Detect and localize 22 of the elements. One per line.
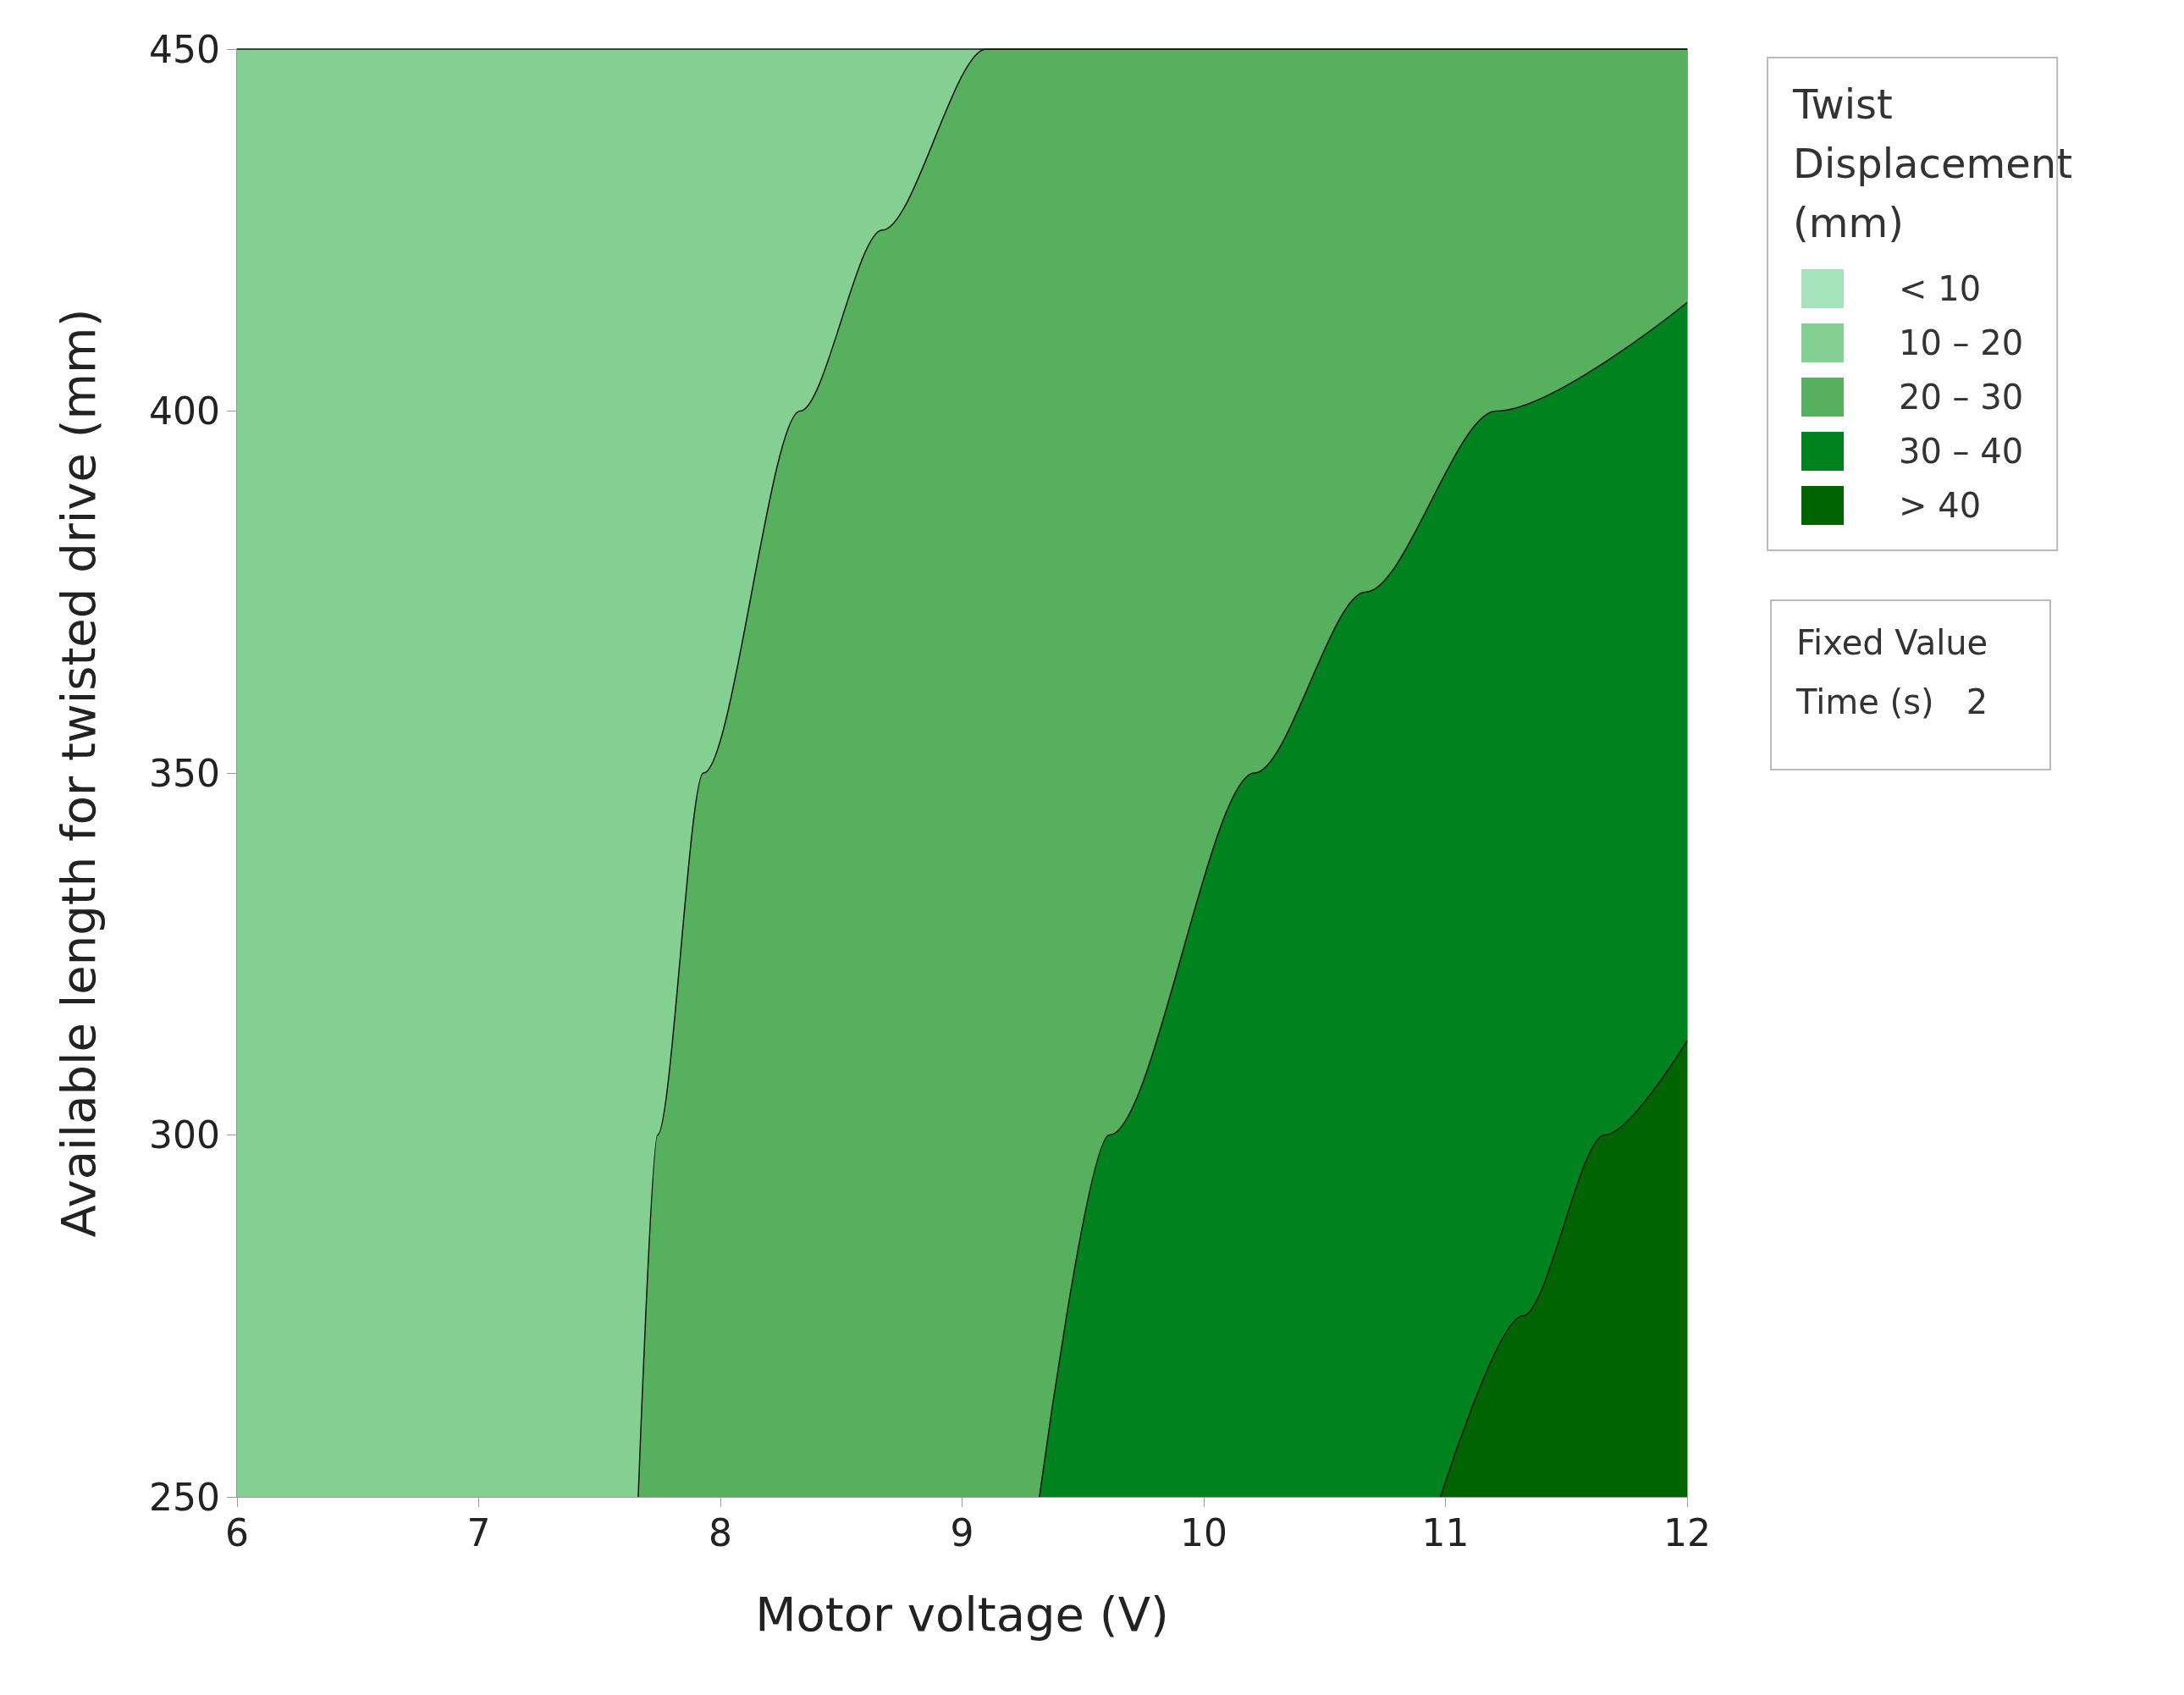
x-tick-label: 9 [950, 1510, 974, 1554]
x-tick-label: 8 [709, 1510, 732, 1554]
x-tick-label: 12 [1663, 1510, 1711, 1554]
x-tick-label: 10 [1180, 1510, 1227, 1554]
x-axis-title: Motor voltage (V) [755, 1586, 1169, 1642]
text: Fixed Value [1796, 623, 1988, 662]
x-tick-label: 7 [466, 1510, 491, 1554]
text: Time (s) 2 [1795, 682, 1988, 721]
legend-title: Twist Displacement (mm) [1792, 80, 2086, 246]
legend-label: < 10 [1899, 269, 1982, 308]
legend-label: 30 – 40 [1899, 432, 2024, 471]
y-tick-label: 450 [149, 27, 220, 71]
y-tick-label: 400 [149, 389, 220, 433]
y-tick-label: 350 [149, 751, 220, 795]
legend-label: 20 – 30 [1899, 378, 2024, 417]
legend-label: 10 – 20 [1899, 323, 2024, 362]
y-tick-label: 250 [149, 1475, 220, 1519]
x-tick-label: 6 [225, 1510, 249, 1554]
x-tick-label: 11 [1421, 1510, 1470, 1554]
y-tick-label: 300 [149, 1113, 220, 1157]
y-axis-title: Available length for twisted drive (mm) [50, 308, 106, 1238]
legend-label: > 40 [1899, 486, 1982, 525]
